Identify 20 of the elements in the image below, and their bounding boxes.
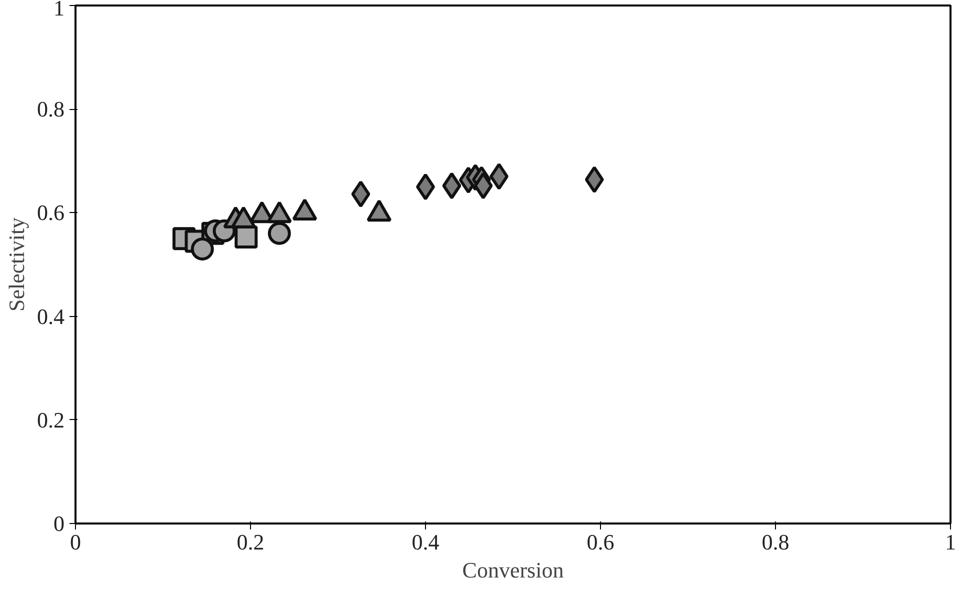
y-tick-label: 1 — [54, 0, 64, 20]
x-axis-title: Conversion — [462, 558, 564, 582]
y-tick-label: 0.6 — [37, 200, 64, 226]
x-tick-label: 0 — [70, 530, 81, 554]
y-tick-label: 0.8 — [37, 96, 64, 122]
y-tick-label: 0.4 — [37, 304, 64, 329]
x-tick-label: 0.6 — [586, 530, 614, 554]
point — [268, 222, 291, 245]
y-axis-title: Selectivity — [4, 217, 29, 312]
point — [351, 180, 370, 208]
point — [442, 172, 462, 200]
x-tick-label: 1 — [945, 530, 956, 554]
x-tick-label: 0.2 — [236, 530, 264, 554]
y-tick-label: 0 — [54, 511, 64, 536]
point — [474, 172, 493, 200]
x-tick-label: 0.4 — [412, 530, 440, 554]
point — [190, 237, 214, 260]
point — [584, 166, 604, 194]
y-tick-label: 0.2 — [37, 407, 64, 432]
x-tick-label: 0.8 — [762, 530, 790, 554]
